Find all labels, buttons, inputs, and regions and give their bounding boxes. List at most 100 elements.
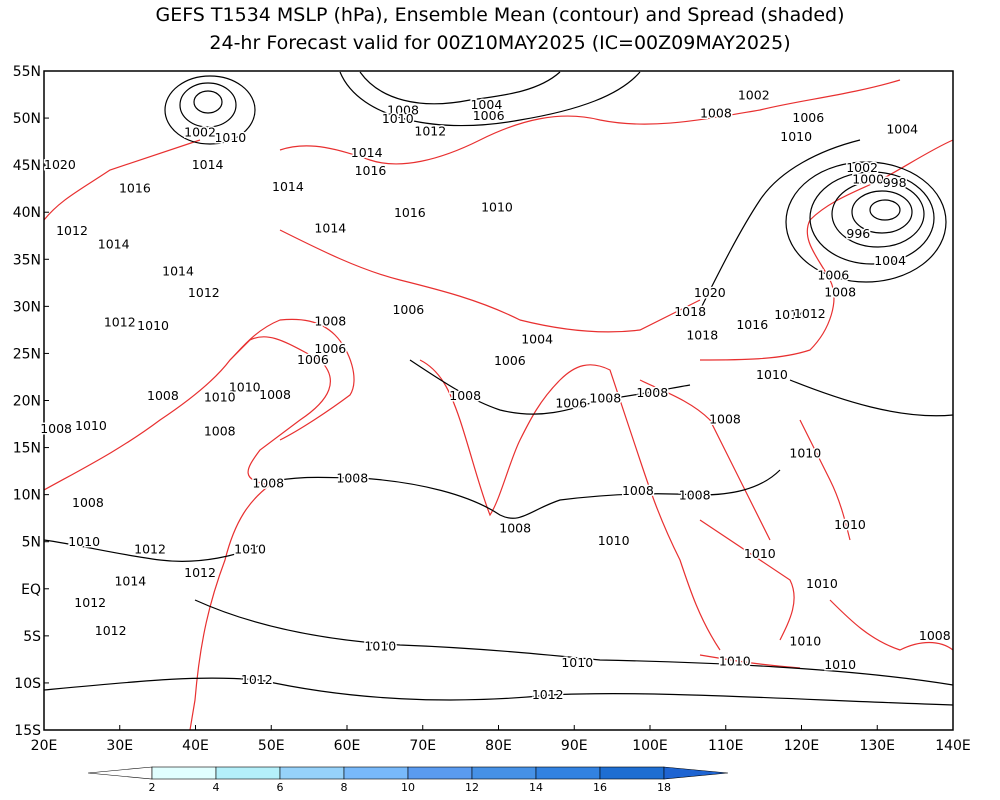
contour-label: 1004	[470, 97, 502, 112]
coastline	[43, 336, 331, 731]
contour-label: 1004	[886, 121, 918, 136]
colorbar-cell	[599, 766, 665, 780]
contour-label: 1006	[792, 110, 824, 125]
coastline	[699, 419, 954, 669]
coastline	[229, 318, 355, 441]
y-tick-label: 15S	[14, 723, 41, 739]
colorbar-cell	[471, 766, 537, 780]
y-tick-label: 5S	[23, 629, 41, 645]
contour	[269, 469, 781, 519]
colorbar-label: 6	[277, 781, 284, 794]
contour-label: 1018	[674, 304, 706, 319]
colorbar-label: 16	[593, 781, 607, 794]
colorbar-label: 2	[149, 781, 156, 794]
contour-label: 1010	[719, 653, 751, 668]
contour-label: 1006	[392, 302, 424, 317]
coastlines	[43, 79, 954, 731]
colorbar-cell	[535, 766, 601, 780]
contour-label: 1014	[774, 307, 806, 322]
contour-label: 1010	[806, 576, 838, 591]
contour-label: 1010	[382, 111, 414, 126]
contour-label: 1014	[162, 264, 194, 279]
contour-label: 1010	[234, 541, 266, 556]
colorbar-cell	[151, 766, 217, 780]
x-tick-label: 110E	[708, 738, 744, 754]
colorbar-cell	[407, 766, 473, 780]
contour-label: 1014	[272, 179, 304, 194]
contour-label: 1008	[709, 411, 741, 426]
contour-label: 1008	[252, 475, 284, 490]
contour-label: 1010	[137, 318, 169, 333]
contour-label: 1020	[694, 285, 726, 300]
contour-label: 1008	[314, 313, 346, 328]
contour-label: 1012	[241, 672, 273, 687]
y-tick-label: 10S	[14, 676, 41, 692]
contours	[43, 71, 954, 706]
contour-label: 1008	[700, 105, 732, 120]
contour-label: 1008	[679, 488, 711, 503]
contour	[193, 90, 223, 114]
x-tick-label: 30E	[106, 738, 133, 754]
x-tick-label: 100E	[632, 738, 668, 754]
contour-label: 1014	[192, 157, 224, 172]
contour-label: 1014	[351, 145, 383, 160]
contour-label: 1010	[75, 418, 107, 433]
contour	[43, 539, 261, 562]
contour-label: 1016	[394, 205, 426, 220]
contour-label: 1020	[44, 157, 76, 172]
contour-label: 1006	[494, 353, 526, 368]
contour-label: 1002	[184, 124, 216, 139]
contour-label: 1012	[134, 541, 166, 556]
contour-label: 1010	[834, 517, 866, 532]
x-tick-label: 120E	[784, 738, 820, 754]
y-tick-label: 50N	[13, 111, 41, 127]
y-tick-label: EQ	[21, 582, 41, 598]
contour	[851, 190, 913, 234]
contour-label: 1010	[204, 390, 236, 405]
contour-label: 1004	[874, 253, 906, 268]
contour-label: 1002	[738, 88, 770, 103]
contour-label: 1016	[355, 163, 387, 178]
colorbar-cell	[343, 766, 409, 780]
contour-label: 1008	[449, 388, 481, 403]
contour	[164, 75, 256, 145]
colorbar-label: 4	[213, 781, 220, 794]
contour-label: 1008	[40, 421, 72, 436]
x-tick-label: 80E	[485, 738, 512, 754]
contour-label: 1002	[846, 160, 878, 175]
contour	[194, 599, 954, 686]
contour-label: 1012	[74, 595, 106, 610]
x-tick-label: 70E	[409, 738, 436, 754]
contour-label: 1008	[499, 521, 531, 536]
y-tick-label: 30N	[13, 299, 41, 315]
contour-label: 1012	[104, 314, 136, 329]
contour-label: 1010	[598, 533, 630, 548]
contour-label: 1004	[521, 331, 553, 346]
contour-label: 1010	[744, 546, 776, 561]
coastline	[639, 379, 795, 641]
contour	[339, 71, 641, 127]
contour-label: 1010	[561, 655, 593, 670]
x-tick-label: 140E	[935, 738, 971, 754]
colorbar-cell	[279, 766, 345, 780]
contour-label: 1000	[852, 171, 884, 186]
contour	[785, 161, 947, 283]
y-tick-label: 15N	[13, 441, 41, 457]
title-line: GEFS T1534 MSLP (hPa), Ensemble Mean (co…	[155, 4, 844, 26]
contour-label: 1012	[188, 285, 220, 300]
contour-label: 1008	[147, 388, 179, 403]
coastline	[419, 359, 721, 651]
colorbar-label: 12	[465, 781, 479, 794]
y-tick-label: 45N	[13, 158, 41, 174]
contour-label: 1014	[314, 220, 346, 235]
contour-label: 1016	[736, 317, 768, 332]
contour-label: 1008	[72, 495, 104, 510]
contour-label: 1010	[481, 200, 513, 215]
contour-label: 1014	[98, 236, 130, 251]
y-tick-label: 40N	[13, 205, 41, 221]
colorbar-label: 8	[341, 781, 348, 794]
contour-label: 1006	[555, 395, 587, 410]
contour-label: 998	[883, 175, 907, 190]
y-tick-label: 20N	[13, 394, 41, 410]
